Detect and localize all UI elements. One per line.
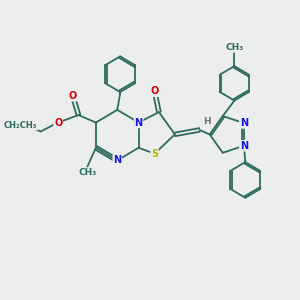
Text: N: N <box>240 141 248 151</box>
Text: N: N <box>113 155 121 165</box>
Text: O: O <box>151 86 159 96</box>
Text: CH₂CH₃: CH₂CH₃ <box>4 121 37 130</box>
Text: O: O <box>69 91 77 101</box>
Text: S: S <box>151 149 158 159</box>
Text: N: N <box>240 118 248 128</box>
Text: CH₃: CH₃ <box>225 43 244 52</box>
Text: CH₃: CH₃ <box>78 168 96 177</box>
Text: H: H <box>203 117 211 126</box>
Text: N: N <box>135 118 143 128</box>
Text: O: O <box>54 118 62 128</box>
